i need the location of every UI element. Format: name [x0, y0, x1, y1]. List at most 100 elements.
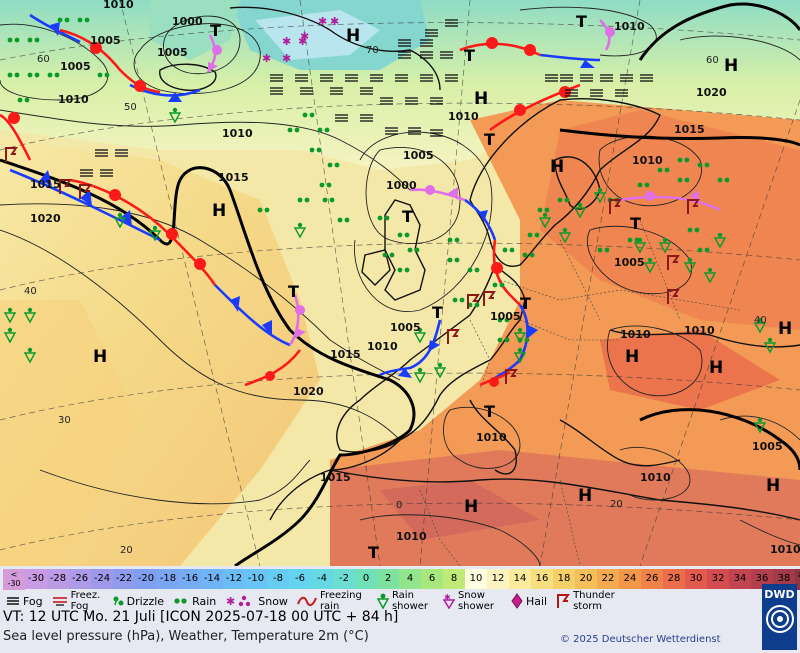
fog-symbol — [345, 74, 358, 82]
scale-swatch: -10 — [245, 569, 267, 589]
scale-swatch: 10 — [465, 569, 487, 589]
fog-symbol — [360, 114, 373, 122]
high-center: H — [550, 157, 564, 177]
warm-front-bump — [559, 86, 571, 98]
isobar-label: 1005 — [490, 310, 521, 323]
isobar-line — [586, 225, 692, 295]
warm-front-bump — [166, 228, 178, 240]
svg-text:✱: ✱ — [444, 593, 451, 602]
grid-line — [0, 242, 800, 291]
isobar-label: 1010 — [222, 127, 253, 140]
rain-shower-symbol — [3, 327, 17, 344]
isobar-label: 1000 — [386, 179, 417, 192]
legend-snow-shower: ✱ Snow shower — [442, 590, 502, 612]
grid-label: 40 — [24, 286, 37, 297]
svg-text:✱: ✱ — [226, 595, 235, 608]
greece-coast — [559, 419, 681, 467]
grid-label: 20 — [610, 499, 623, 510]
snow-symbol: ✱ — [262, 52, 271, 65]
thunderstorm-symbol — [687, 199, 700, 214]
thunderstorm-symbol — [609, 199, 622, 214]
grid-label: 20 — [120, 545, 133, 556]
legend-rain-label: Rain — [192, 594, 217, 608]
isobar-line — [39, 459, 311, 505]
fog-symbol — [335, 114, 348, 122]
rain-symbol — [537, 207, 550, 213]
grid-line — [299, 0, 381, 567]
high-center: H — [578, 486, 592, 506]
fog-symbol — [270, 87, 283, 95]
north-africa-hot-region — [330, 450, 800, 566]
north-africa-coast — [329, 469, 800, 521]
isobar-label: 1010 — [640, 471, 671, 484]
fog-symbol — [580, 74, 593, 82]
high-center: H — [625, 347, 639, 367]
high-center: H — [766, 476, 780, 496]
isobar-label: 1005 — [90, 34, 121, 47]
rain-symbol — [257, 207, 270, 213]
rain-symbol — [557, 197, 570, 203]
rain-symbol — [452, 297, 465, 303]
warm-front — [492, 239, 521, 306]
occluded-front-bump — [645, 191, 655, 201]
isobar-label: 1010 — [684, 324, 715, 337]
fog-symbol — [440, 51, 453, 59]
isobar-label: 1015 — [30, 178, 61, 191]
border — [469, 319, 491, 391]
occluded-front-bump — [425, 185, 435, 195]
scale-swatch: -18 — [157, 569, 179, 589]
legend-snow-shower-label: Snow shower — [457, 590, 495, 612]
cold-front — [9, 168, 161, 242]
legend-freezing-rain: Freezing rain — [297, 590, 368, 612]
rain-shower-symbol — [753, 317, 767, 334]
rain-symbol — [97, 72, 110, 78]
rain-shower-symbol — [703, 267, 717, 284]
isobar-label: 1010 — [367, 340, 398, 353]
iberia-africa-coast — [269, 439, 401, 521]
low-center: T — [288, 282, 299, 301]
fog-symbol — [430, 129, 443, 137]
legend-thunderstorm-label: Thunder storm — [573, 590, 615, 612]
rain-shower-symbol — [413, 367, 427, 384]
sahara-heat-core — [380, 480, 540, 540]
occluded-front-triangle — [296, 328, 306, 338]
fog-symbol — [100, 169, 113, 177]
rain-symbol — [397, 267, 410, 273]
iceland-coast — [159, 63, 217, 91]
fog-symbol — [420, 74, 433, 82]
fog-symbol — [398, 51, 411, 59]
isobar-line — [639, 408, 800, 471]
temperature-color-scale: < -30 -30 -28 -26 -24 -22 -20 -18 -16 -14 -12 -10 -8… — [3, 569, 800, 590]
occluded-front-symbols — [208, 27, 700, 338]
rain-symbol — [27, 37, 40, 43]
isobar-label: 1020 — [293, 385, 324, 398]
warm-front — [0, 113, 32, 161]
thunderstorm-symbol — [447, 329, 460, 344]
map-legend: < -30 -30 -28 -26 -24 -22 -20 -18 -16 -14 -12 -10 -8… — [0, 566, 800, 653]
isobar-label: 1010 — [614, 20, 645, 33]
warm-front-semicircles — [8, 37, 571, 387]
rain-symbol — [317, 127, 330, 133]
rain-symbol — [407, 247, 420, 253]
great-britain-coast — [384, 199, 426, 301]
low-center: T — [402, 207, 413, 226]
italy-coast — [469, 399, 517, 475]
scale-swatch: -22 — [113, 569, 135, 589]
rain-symbol — [597, 247, 610, 253]
fog-symbol — [320, 74, 333, 82]
scale-swatch: -20 — [135, 569, 157, 589]
fog-symbol — [545, 74, 558, 82]
rain-shower-symbol — [168, 107, 182, 124]
scale-swatch: -14 — [201, 569, 223, 589]
cold-front-triangle — [120, 210, 132, 226]
legend-drizzle-label: Drizzle — [126, 594, 165, 608]
scale-swatch: 4 — [399, 569, 421, 589]
isobar-label: 1010 — [103, 0, 134, 11]
snow-shower-icon: ✱ — [442, 593, 455, 609]
thunderstorm-symbol — [667, 289, 680, 304]
rain-symbol — [717, 177, 730, 183]
isobar-label: 1005 — [60, 60, 91, 73]
rain-symbol — [337, 217, 350, 223]
scale-swatch: 32 — [707, 569, 729, 589]
weather-symbol-legend: Fog Freez. Fog Drizzle Rain ✱ Snow Freez… — [6, 590, 761, 612]
